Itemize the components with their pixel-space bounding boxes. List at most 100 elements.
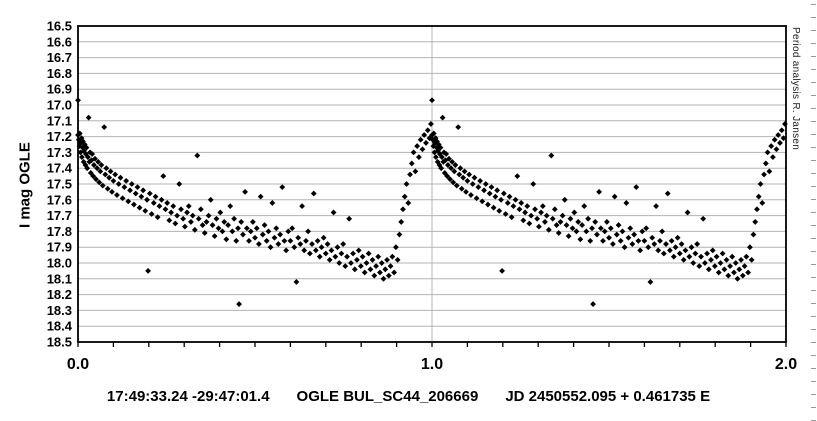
data-point [82, 151, 89, 157]
data-point [158, 196, 165, 203]
data-point [452, 162, 459, 168]
data-point [482, 181, 489, 187]
data-point [738, 256, 744, 263]
data-point [782, 121, 788, 127]
object-id: OGLE BUL_SC44_206669 [296, 388, 479, 405]
data-point [387, 263, 394, 270]
data-point [567, 215, 574, 222]
data-point [217, 209, 224, 216]
data-point [106, 174, 113, 181]
data-point [88, 157, 95, 164]
data-point [326, 256, 333, 263]
data-point [512, 196, 519, 203]
data-point [635, 237, 642, 244]
data-point [447, 176, 453, 183]
data-point [419, 146, 426, 153]
data-point [559, 212, 566, 219]
data-point [301, 247, 308, 254]
data-point [125, 198, 132, 205]
data-point [551, 206, 558, 213]
data-point [456, 171, 463, 178]
data-point [542, 219, 548, 225]
data-point [440, 158, 447, 165]
data-point [199, 222, 206, 228]
data-point [416, 154, 422, 161]
data-point [617, 237, 624, 244]
data-point [702, 260, 708, 266]
data-point [473, 195, 480, 202]
data-point [664, 190, 671, 197]
data-point [371, 272, 378, 279]
data-point [201, 230, 208, 236]
data-point [257, 193, 264, 200]
data-point [293, 279, 300, 285]
data-point [468, 192, 474, 198]
data-point [766, 168, 773, 175]
data-point [132, 190, 139, 197]
data-point [609, 241, 616, 247]
data-point [557, 219, 564, 225]
data-point [561, 196, 568, 203]
data-point [506, 193, 513, 200]
data-point [449, 158, 456, 165]
data-point [514, 173, 521, 179]
data-point [334, 244, 341, 251]
data-point [110, 177, 117, 184]
data-point [104, 185, 111, 192]
data-point [536, 223, 542, 230]
data-point [297, 241, 304, 247]
data-point [460, 174, 467, 181]
data-point [131, 201, 137, 208]
data-point [338, 250, 345, 257]
data-point [389, 253, 396, 260]
data-point [548, 152, 555, 159]
data-point [445, 162, 451, 168]
data-point [621, 244, 628, 251]
data-point [754, 206, 760, 213]
data-point [328, 247, 335, 254]
data-point [596, 189, 602, 195]
data-point [164, 200, 171, 206]
data-point [81, 147, 87, 154]
data-point [342, 263, 349, 270]
credit-note: Period analysis R. Jansen [790, 27, 801, 151]
data-point [184, 209, 190, 216]
data-point [543, 212, 550, 219]
data-point [75, 136, 82, 143]
data-point [757, 181, 764, 187]
data-point [708, 256, 714, 263]
data-point [357, 263, 364, 270]
data-point [367, 266, 374, 273]
x-tick-label: 1.0 [421, 356, 443, 373]
data-point [191, 226, 198, 233]
data-point [365, 250, 372, 257]
data-point [291, 244, 298, 251]
data-point [549, 215, 556, 222]
y-tick-label: 18.3 [47, 303, 72, 318]
data-point [89, 151, 96, 157]
data-point [138, 193, 145, 200]
data-point [421, 132, 428, 138]
ephemeris: JD 2450552.095 + 0.461735 E [505, 388, 711, 405]
data-point [309, 241, 315, 247]
data-point [461, 168, 468, 175]
data-point [649, 234, 656, 241]
data-point [429, 132, 435, 138]
data-point [451, 168, 458, 175]
data-point [246, 237, 252, 244]
y-tick-label: 17.7 [47, 208, 72, 223]
data-point [532, 206, 538, 213]
data-point [79, 144, 86, 151]
data-point [538, 209, 544, 216]
data-point [748, 256, 755, 263]
data-point [90, 173, 97, 179]
data-point [734, 275, 741, 282]
data-point [385, 272, 392, 279]
data-point [114, 192, 120, 198]
data-point [436, 162, 443, 168]
x-tick-label: 0.0 [67, 356, 89, 373]
data-point [488, 184, 495, 191]
data-point [686, 253, 693, 260]
data-point [77, 149, 84, 156]
data-point [78, 154, 85, 161]
